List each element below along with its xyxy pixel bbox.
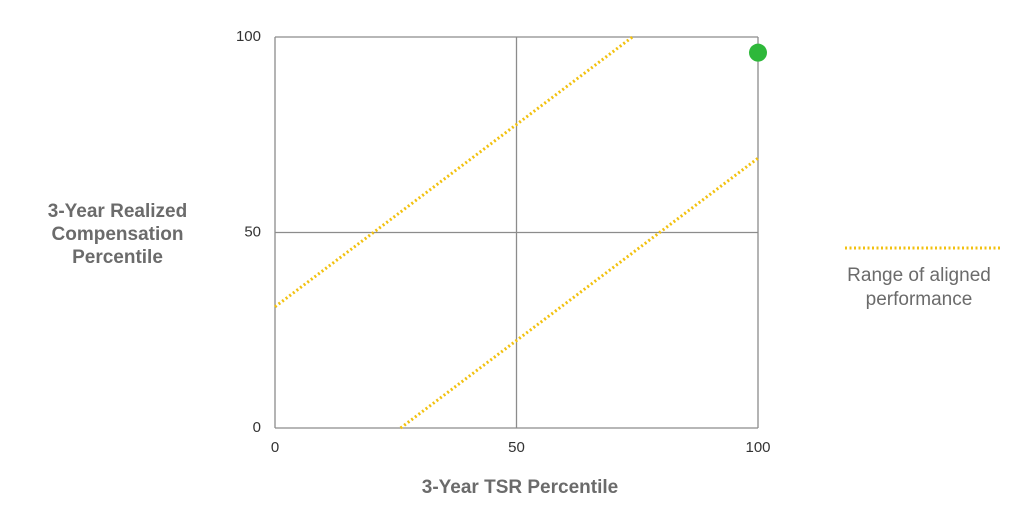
data-point [749,43,767,62]
range-line [274,35,634,308]
legend-label: Range of aligned performance [847,265,991,310]
x-tick-label: 0 [271,439,279,456]
y-tick-label: 100 [236,28,261,45]
x-axis-label: 3-Year TSR Percentile [422,477,618,498]
y-tick-label: 50 [244,223,261,240]
x-tick-label: 50 [508,439,525,456]
y-tick-label: 0 [253,419,261,436]
y-axis-label: 3-Year Realized Compensation Percentile [47,201,188,268]
range-line [399,157,759,430]
x-tick-label: 100 [745,439,770,456]
